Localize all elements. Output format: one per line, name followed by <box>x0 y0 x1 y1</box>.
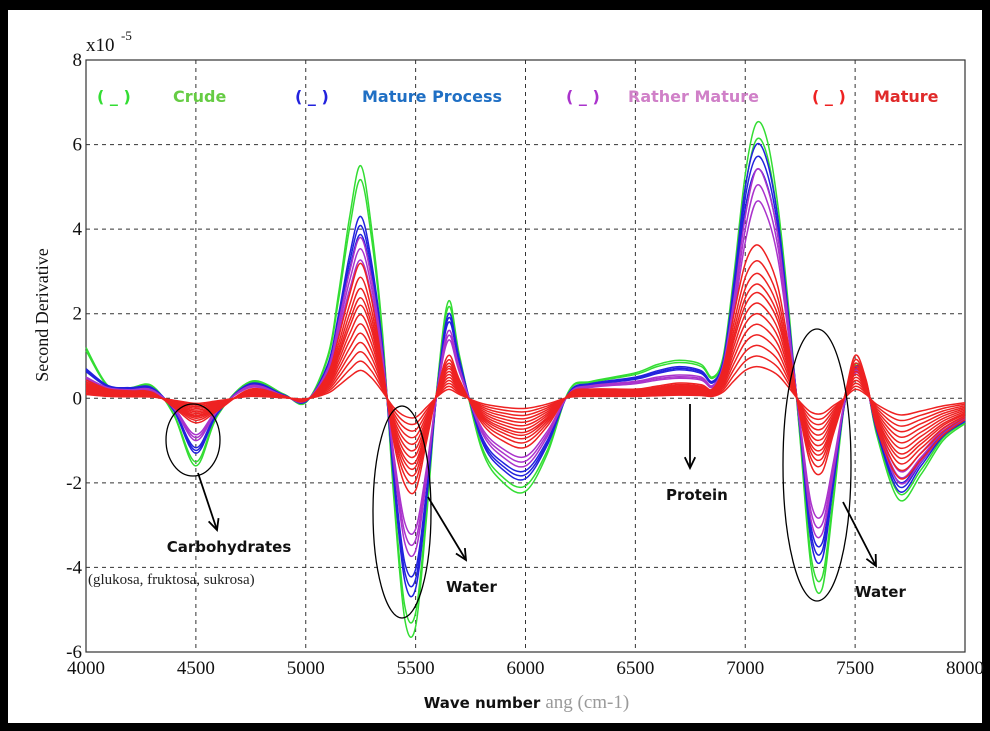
annotation-water-1: Water <box>446 578 497 596</box>
tick-labels: 4000 4500 5000 5500 6000 6500 7000 7500 8000 -6 -4… <box>66 50 984 679</box>
water-ellipse-2 <box>782 328 852 602</box>
legend-swatch-mature: ( _ ) <box>812 87 846 106</box>
grid <box>85 59 966 653</box>
legend: ( _ ) Crude ( _ ) Mature Process ( _ ) R… <box>97 87 939 106</box>
series-line-mature <box>85 365 966 419</box>
x-tick-label: 4000 <box>67 658 105 679</box>
y-axis-exponent-base: x10 <box>86 35 115 56</box>
legend-label-mature-process: Mature Process <box>362 87 502 106</box>
x-tick-label: 4500 <box>177 658 215 679</box>
carbohydrates-arrow-head <box>207 517 220 532</box>
annotation-carbohydrates: Carbohydrates <box>167 538 292 556</box>
annotation-carbohydrates-sub: (glukosa, fruktosa, sukrosa) <box>88 572 255 588</box>
x-tick-label: 7000 <box>726 658 764 679</box>
series-group <box>85 120 966 638</box>
legend-label-crude: Crude <box>173 87 226 106</box>
x-tick-label: 7500 <box>836 658 874 679</box>
annotation-water-2: Water <box>855 583 906 601</box>
water-arrow-1 <box>427 496 467 561</box>
x-axis-label-cover <box>372 690 546 716</box>
legend-swatch-crude: ( _ ) <box>97 87 131 106</box>
y-tick-label: -2 <box>66 473 82 494</box>
water-ellipse-1 <box>372 405 432 619</box>
carbohydrates-arrow <box>197 472 218 531</box>
water-arrow-2-head <box>865 553 877 568</box>
x-tick-label: 6500 <box>616 658 654 679</box>
y-tick-label: 0 <box>73 388 83 409</box>
x-axis-label: Wave number <box>424 694 541 712</box>
protein-arrow-head <box>683 456 697 471</box>
annotation-protein: Protein <box>666 486 728 504</box>
y-tick-label: -4 <box>66 557 82 578</box>
x-tick-label: 8000 <box>946 658 984 679</box>
y-tick-label: 6 <box>73 135 83 156</box>
water-arrow-2 <box>842 501 877 567</box>
chart-frame <box>8 10 982 723</box>
y-tick-label: 4 <box>73 219 83 240</box>
y-axis-exponent-power: -5 <box>121 28 132 43</box>
x-tick-label: 6000 <box>507 658 545 679</box>
annotation-shapes <box>165 328 877 619</box>
legend-label-mature: Mature <box>874 87 939 106</box>
x-tick-label: 5500 <box>397 658 435 679</box>
carbohydrates-ellipse <box>165 403 221 477</box>
water-arrow-1-head <box>455 547 468 562</box>
legend-label-rather-mature: Rather Mature <box>628 87 759 106</box>
legend-swatch-rather-mature: ( _ ) <box>566 87 600 106</box>
y-tick-label: -6 <box>66 642 82 663</box>
x-tick-label: 5000 <box>287 658 325 679</box>
y-tick-label: 2 <box>73 304 83 325</box>
y-tick-label: 8 <box>73 50 83 71</box>
legend-swatch-mature-process: ( _ ) <box>295 87 329 106</box>
y-axis-label: Second Derivative <box>32 248 52 381</box>
